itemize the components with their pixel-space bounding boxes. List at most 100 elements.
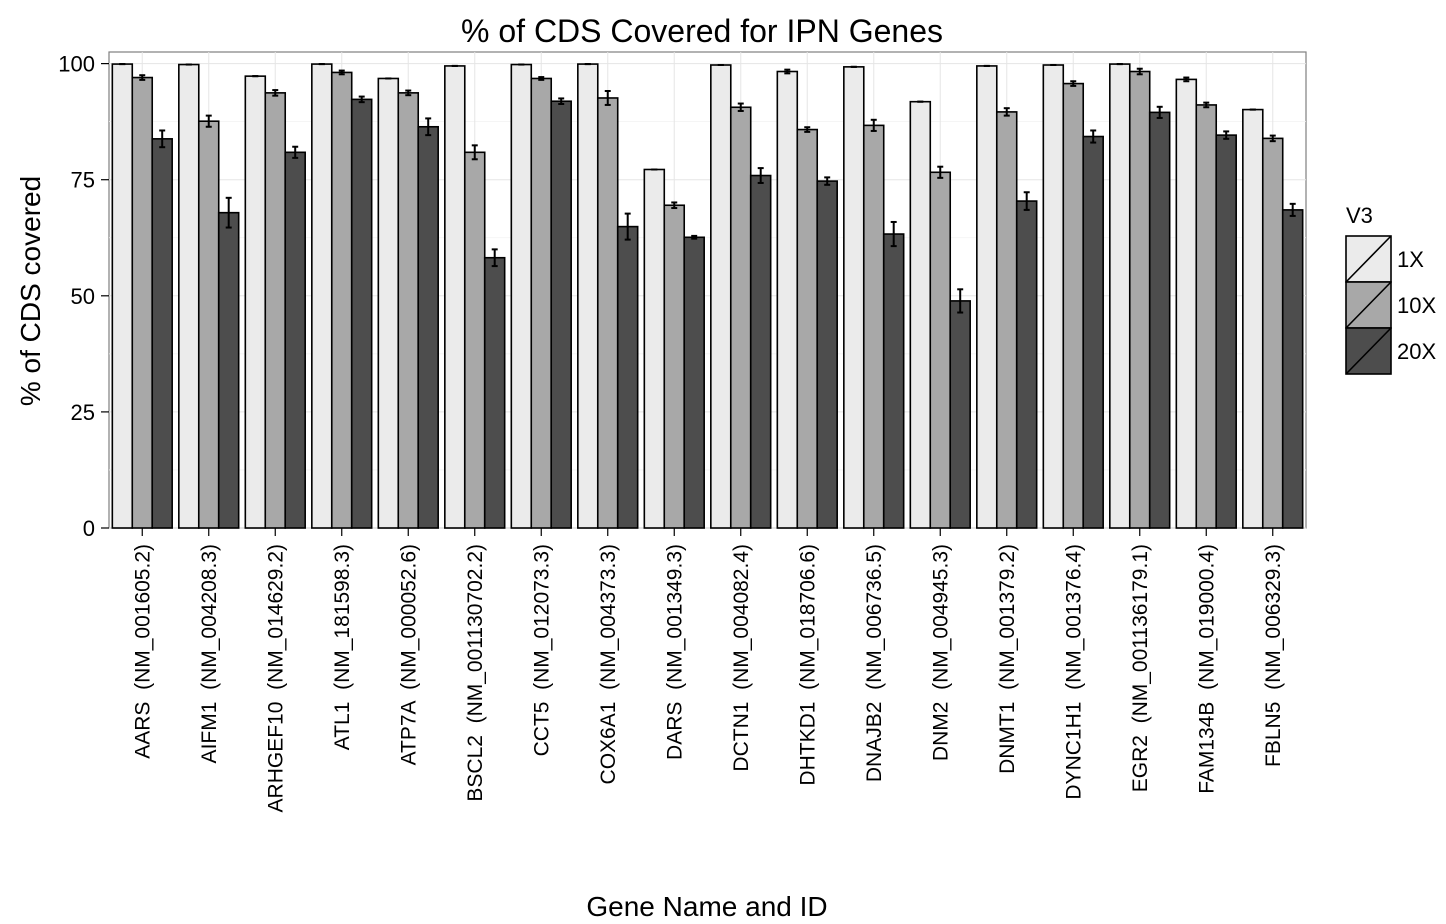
bar-20x-10: [749, 174, 772, 529]
error-bar-20x-11: [824, 176, 831, 186]
error-bar-10x-5: [405, 89, 412, 97]
bar-1x-10: [710, 64, 732, 529]
error-bar-10x-12: [870, 118, 877, 132]
error-bar-1x-17: [1183, 76, 1190, 83]
error-bar-10x-10: [737, 102, 744, 112]
legend-key-10x: [1345, 281, 1392, 329]
bar-20x-11: [816, 180, 838, 529]
error-bar-10x-9: [671, 201, 678, 210]
bar-10x-8: [596, 97, 619, 529]
bar-10x-16: [1128, 70, 1151, 529]
y-tick-label: 0: [83, 516, 95, 541]
bar-20x-18: [1281, 209, 1304, 529]
bar-20x-17: [1215, 134, 1237, 529]
x-tick-label: EGR2 (NM_001136179.1): [1129, 544, 1152, 792]
x-tick-label: DNM2 (NM_004945.3): [929, 544, 952, 761]
x-tick-label: FAM134B (NM_019000.4): [1195, 544, 1218, 794]
error-bar-10x-3: [272, 89, 279, 97]
legend-label-20x: 20X: [1397, 339, 1436, 364]
bar-1x-7: [510, 63, 533, 529]
bar-1x-16: [1109, 63, 1131, 529]
error-bar-20x-2: [225, 196, 232, 229]
error-bar-20x-13: [957, 288, 964, 314]
bar-20x-9: [683, 236, 705, 529]
error-bar-1x-11: [784, 68, 791, 75]
x-tick-label: AIFM1 (NM_004208.3): [198, 544, 221, 763]
bar-10x-17: [1195, 104, 1218, 529]
error-bar-20x-9: [691, 234, 698, 240]
y-axis-label: % of CDS covered: [15, 176, 46, 406]
error-bar-10x-8: [604, 90, 611, 106]
bar-1x-6: [444, 65, 466, 529]
error-bar-20x-14: [1023, 191, 1030, 211]
legend-key-20x: [1345, 327, 1392, 375]
legend-label-1x: 1X: [1397, 247, 1424, 272]
error-bar-20x-8: [624, 212, 631, 241]
x-tick-label: AARS (NM_001605.2): [131, 544, 154, 759]
error-bar-20x-17: [1223, 130, 1230, 140]
bar-10x-1: [131, 76, 154, 529]
bar-20x-1: [151, 138, 173, 529]
error-bar-20x-16: [1156, 105, 1163, 119]
x-tick-label: CCT5 (NM_012073.3): [530, 544, 553, 756]
y-tick-label: 25: [71, 400, 95, 425]
bar-1x-14: [976, 65, 998, 529]
y-tick-label: 100: [58, 52, 95, 77]
bar-20x-2: [217, 211, 240, 529]
bar-1x-15: [1042, 64, 1065, 529]
error-bars-group: [119, 63, 1296, 314]
x-tick-label: DARS (NM_001349.3): [663, 544, 686, 760]
error-bar-10x-1: [139, 74, 146, 81]
error-bar-10x-7: [538, 76, 545, 81]
x-tick-label: COX6A1 (NM_004373.3): [597, 544, 620, 784]
bar-10x-2: [197, 120, 220, 529]
bar-10x-15: [1062, 82, 1085, 529]
bar-20x-8: [616, 225, 639, 529]
error-bar-10x-13: [937, 165, 944, 179]
bar-20x-5: [417, 125, 439, 529]
bar-20x-6: [483, 256, 506, 529]
bar-20x-12: [882, 233, 905, 529]
bar-10x-3: [264, 92, 287, 529]
x-tick-label: DNMT1 (NM_001379.2): [996, 544, 1019, 774]
bar-1x-11: [776, 70, 799, 529]
x-tick-label: FBLN5 (NM_006329.3): [1262, 544, 1285, 767]
error-bar-20x-10: [757, 167, 764, 184]
error-bar-20x-6: [491, 248, 498, 268]
bar-20x-3: [284, 151, 306, 529]
error-bar-20x-5: [425, 117, 432, 137]
bar-1x-13: [909, 100, 932, 529]
bar-20x-15: [1082, 135, 1104, 529]
error-bar-20x-4: [358, 95, 365, 104]
x-tick-label: DHTKD1 (NM_018706.6): [796, 544, 819, 786]
bar-20x-13: [949, 300, 971, 529]
x-tick-label: ARHGEF10 (NM_014629.2): [264, 544, 287, 812]
error-bar-10x-18: [1269, 134, 1276, 143]
bar-20x-7: [550, 100, 572, 529]
legend-key-1x: [1345, 235, 1392, 283]
bar-10x-14: [995, 111, 1018, 529]
axes-group: 0 25 50 75 100 AARS (NM_001605.2) AIFM1 (NM_00…: [58, 52, 1284, 813]
x-tick-label: DNAJB2 (NM_006736.5): [863, 544, 886, 782]
bar-10x-13: [929, 171, 952, 529]
bar-20x-14: [1015, 200, 1038, 529]
bar-1x-2: [178, 63, 200, 529]
bar-10x-9: [663, 204, 686, 529]
bar-1x-1: [111, 63, 134, 529]
legend: V3 1X 10X 20X: [1345, 203, 1436, 375]
error-bar-20x-12: [890, 220, 897, 248]
bar-10x-11: [796, 128, 819, 529]
bar-1x-12: [843, 66, 865, 529]
error-bar-20x-7: [558, 97, 565, 106]
error-bar-10x-16: [1136, 67, 1143, 76]
bar-1x-18: [1242, 108, 1264, 529]
bar-10x-10: [729, 106, 752, 529]
bar-20x-4: [350, 98, 373, 529]
error-bar-20x-1: [159, 129, 166, 149]
error-bar-10x-11: [804, 126, 811, 133]
error-bar-20x-18: [1289, 202, 1296, 217]
bar-10x-12: [862, 124, 885, 529]
bar-10x-4: [330, 71, 353, 529]
bar-10x-6: [463, 151, 486, 529]
